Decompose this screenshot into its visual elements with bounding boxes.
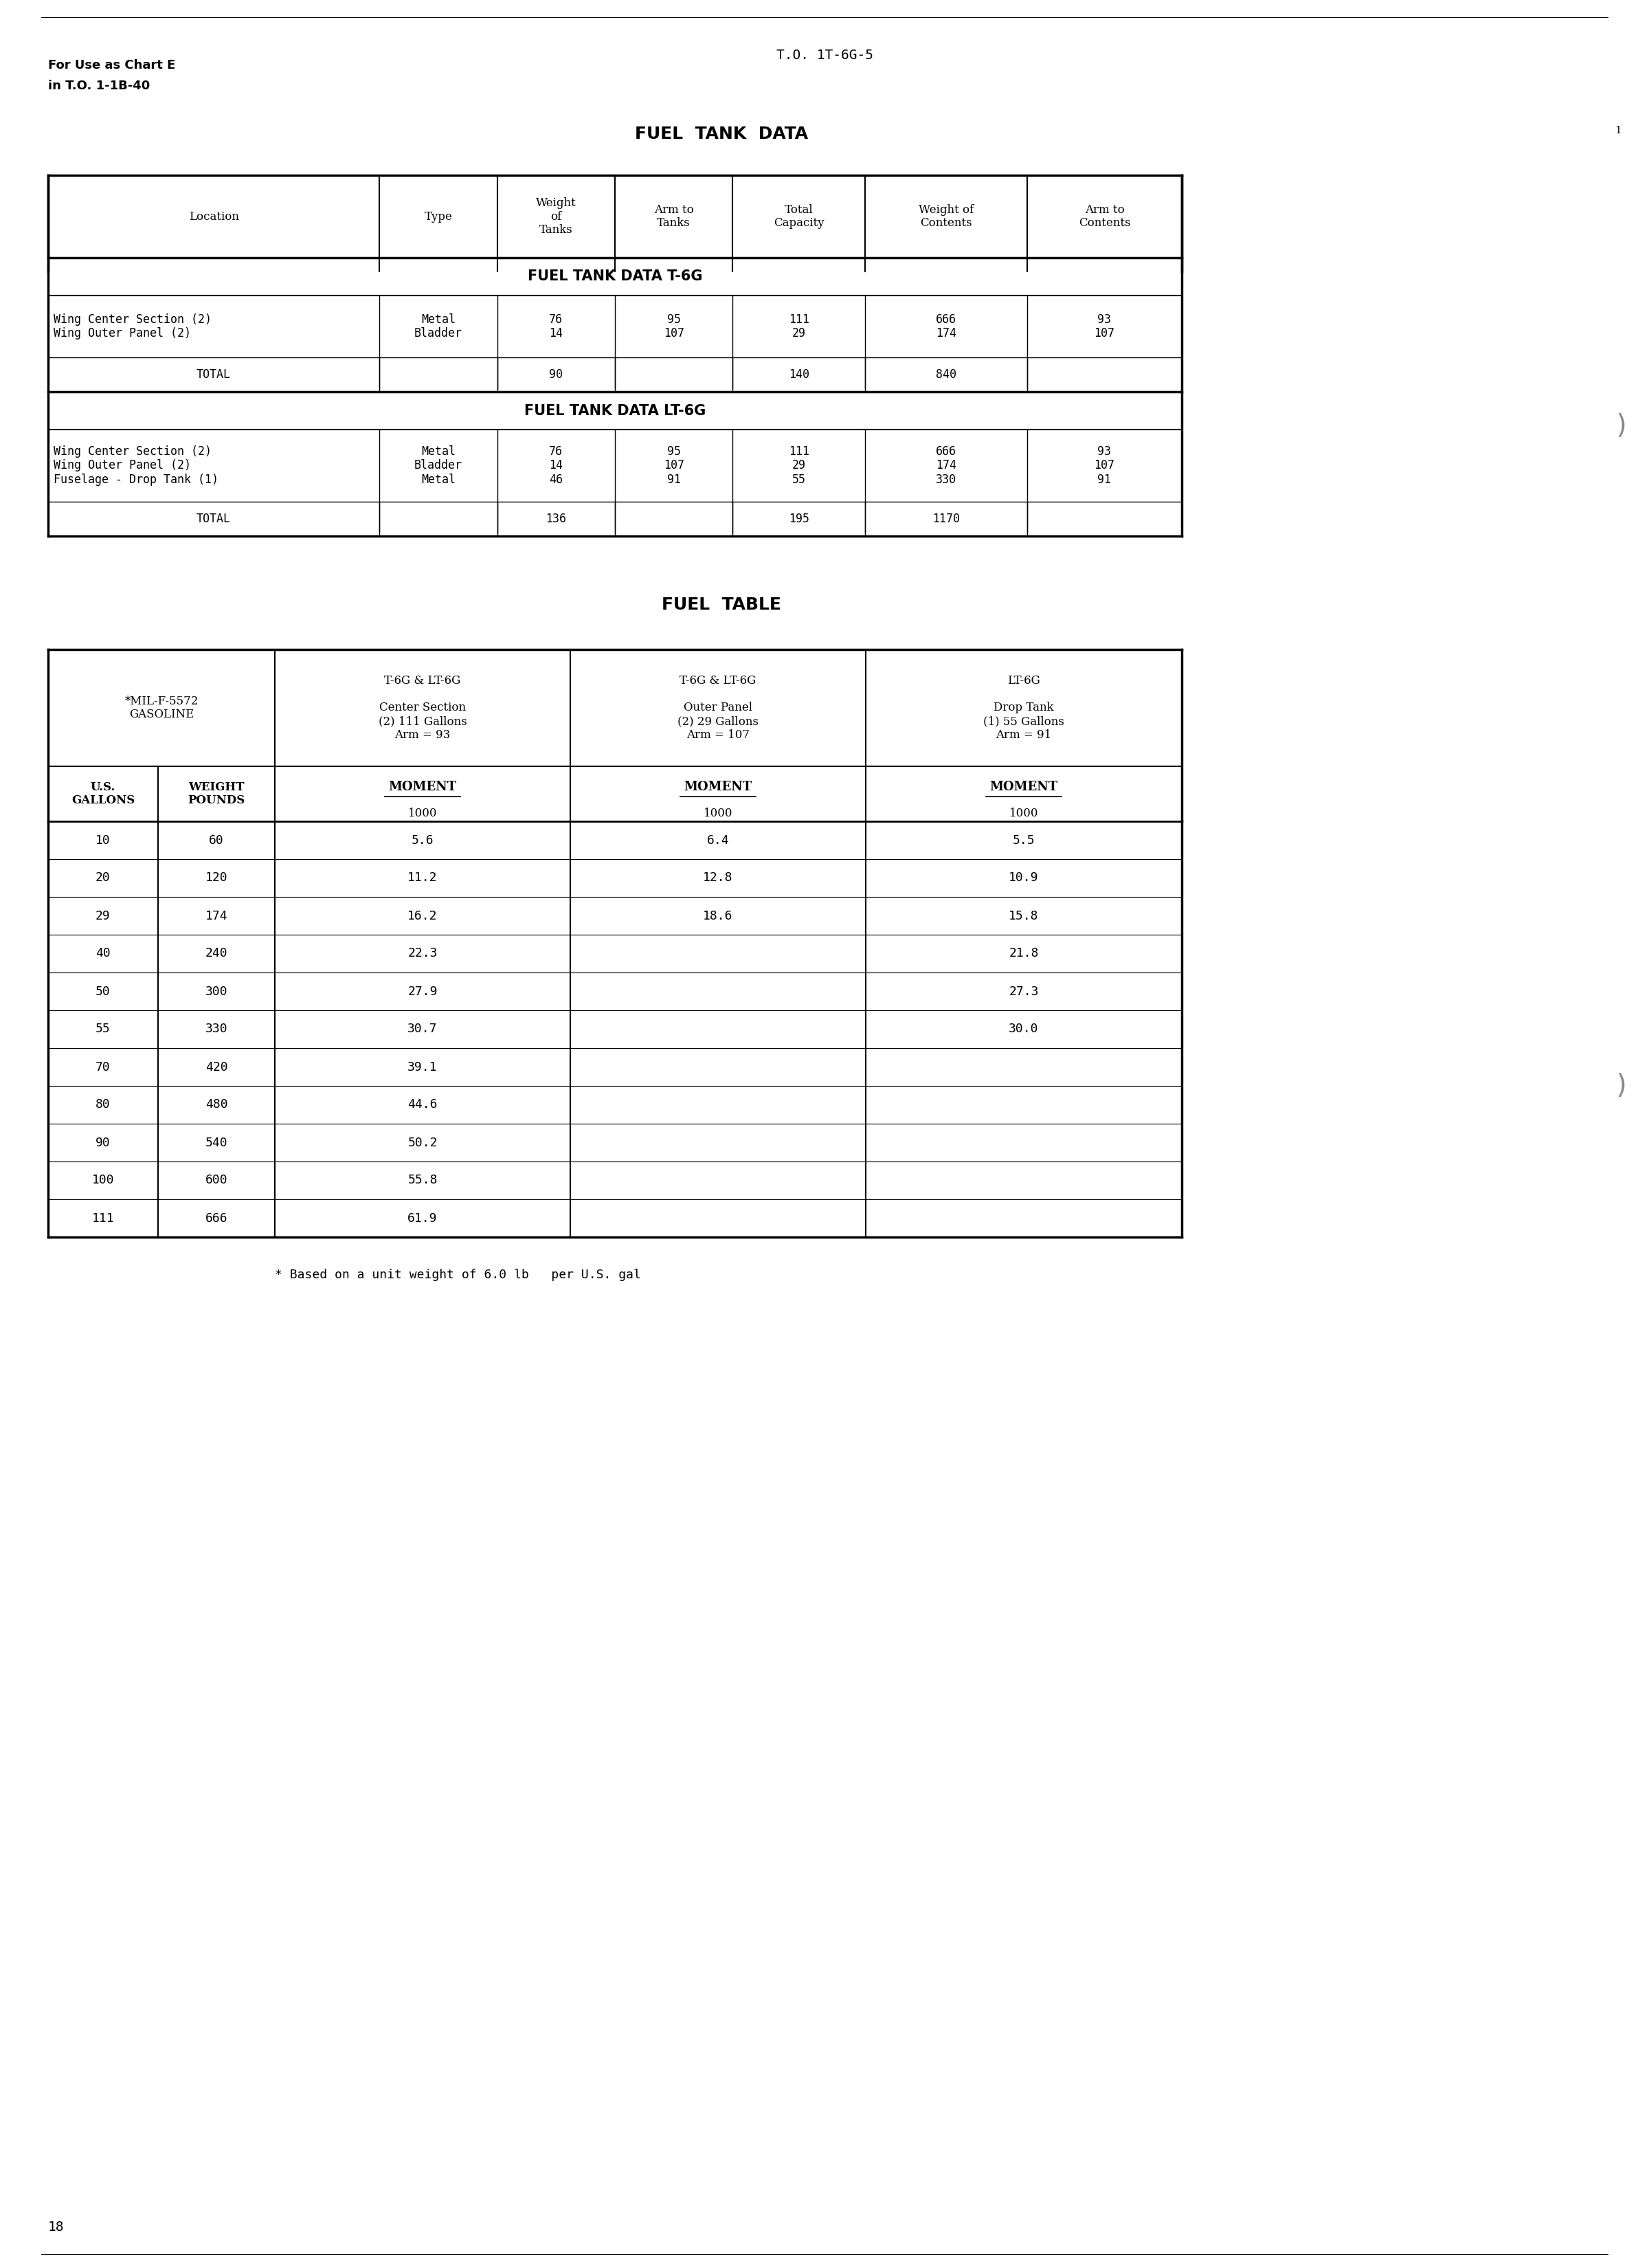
- Text: 140: 140: [788, 367, 810, 381]
- Text: 174: 174: [204, 909, 228, 923]
- Text: TOTAL: TOTAL: [196, 367, 231, 381]
- Text: 540: 540: [204, 1136, 228, 1150]
- Text: MOMENT: MOMENT: [989, 780, 1057, 794]
- Text: 44.6: 44.6: [407, 1098, 437, 1111]
- Text: 15.8: 15.8: [1009, 909, 1039, 923]
- Text: 1000: 1000: [407, 807, 437, 819]
- Text: 1000: 1000: [1009, 807, 1039, 819]
- Text: MOMENT: MOMENT: [684, 780, 752, 794]
- Text: Weight
of
Tanks: Weight of Tanks: [536, 197, 576, 236]
- Text: 330: 330: [204, 1023, 228, 1036]
- Text: For Use as Chart E: For Use as Chart E: [48, 59, 175, 73]
- Text: in T.O. 1-1B-40: in T.O. 1-1B-40: [48, 79, 150, 93]
- Text: 30.7: 30.7: [407, 1023, 437, 1036]
- Text: T-6G & LT-6G

Outer Panel
(2) 29 Gallons
Arm = 107: T-6G & LT-6G Outer Panel (2) 29 Gallons …: [678, 676, 759, 742]
- Text: 1000: 1000: [704, 807, 732, 819]
- Text: 50.2: 50.2: [407, 1136, 437, 1150]
- Text: 12.8: 12.8: [702, 871, 732, 885]
- Text: 420: 420: [204, 1061, 228, 1073]
- Text: Location: Location: [188, 211, 239, 222]
- Text: 600: 600: [204, 1175, 228, 1186]
- Text: *MIL-F-5572
GASOLINE: *MIL-F-5572 GASOLINE: [125, 696, 198, 721]
- Text: 50: 50: [96, 984, 110, 998]
- Text: 120: 120: [204, 871, 228, 885]
- Text: Wing Center Section (2)
Wing Outer Panel (2): Wing Center Section (2) Wing Outer Panel…: [53, 313, 211, 340]
- Text: 195: 195: [788, 513, 810, 526]
- Text: 666: 666: [204, 1211, 228, 1225]
- Text: Weight of
Contents: Weight of Contents: [918, 204, 975, 229]
- Text: 61.9: 61.9: [407, 1211, 437, 1225]
- Text: 76
14: 76 14: [549, 313, 562, 340]
- Text: 1: 1: [1614, 125, 1621, 136]
- Text: ): ): [1613, 413, 1629, 440]
- Text: 90: 90: [96, 1136, 110, 1150]
- Text: 30.0: 30.0: [1009, 1023, 1039, 1036]
- Text: T-6G & LT-6G

Center Section
(2) 111 Gallons
Arm = 93: T-6G & LT-6G Center Section (2) 111 Gall…: [378, 676, 467, 742]
- Text: 666
174
330: 666 174 330: [937, 445, 956, 485]
- Text: 27.3: 27.3: [1009, 984, 1039, 998]
- Text: 95
107
91: 95 107 91: [663, 445, 684, 485]
- Text: 1170: 1170: [932, 513, 960, 526]
- Text: 840: 840: [937, 367, 956, 381]
- Text: 55.8: 55.8: [407, 1175, 437, 1186]
- Text: 55: 55: [96, 1023, 110, 1036]
- Text: Total
Capacity: Total Capacity: [773, 204, 824, 229]
- Text: FUEL TANK DATA T-6G: FUEL TANK DATA T-6G: [528, 270, 702, 284]
- Text: WEIGHT
POUNDS: WEIGHT POUNDS: [188, 780, 246, 807]
- Text: 76
14
46: 76 14 46: [549, 445, 562, 485]
- Text: 93
107
91: 93 107 91: [1095, 445, 1115, 485]
- Text: FUEL TANK DATA LT-6G: FUEL TANK DATA LT-6G: [524, 404, 706, 417]
- Text: MOMENT: MOMENT: [389, 780, 457, 794]
- Text: 5.5: 5.5: [1012, 835, 1036, 846]
- Text: 39.1: 39.1: [407, 1061, 437, 1073]
- Text: 29: 29: [96, 909, 110, 923]
- Text: 666
174: 666 174: [937, 313, 956, 340]
- Text: 10: 10: [96, 835, 110, 846]
- Text: Metal
Bladder: Metal Bladder: [414, 313, 462, 340]
- Text: 240: 240: [204, 948, 228, 959]
- Text: 95
107: 95 107: [663, 313, 684, 340]
- Text: 300: 300: [204, 984, 228, 998]
- Text: 27.9: 27.9: [407, 984, 437, 998]
- Text: 5.6: 5.6: [411, 835, 434, 846]
- Text: FUEL  TANK  DATA: FUEL TANK DATA: [635, 125, 808, 143]
- Text: 40: 40: [96, 948, 110, 959]
- Text: 20: 20: [96, 871, 110, 885]
- Text: T.O. 1T-6G-5: T.O. 1T-6G-5: [777, 48, 872, 61]
- Text: 90: 90: [549, 367, 562, 381]
- Text: 60: 60: [209, 835, 224, 846]
- Text: 21.8: 21.8: [1009, 948, 1039, 959]
- Text: 11.2: 11.2: [407, 871, 437, 885]
- Text: 111
29
55: 111 29 55: [788, 445, 810, 485]
- Text: LT-6G

Drop Tank
(1) 55 Gallons
Arm = 91: LT-6G Drop Tank (1) 55 Gallons Arm = 91: [983, 676, 1064, 742]
- Text: 10.9: 10.9: [1009, 871, 1039, 885]
- Text: 93
107: 93 107: [1095, 313, 1115, 340]
- Text: Arm to
Tanks: Arm to Tanks: [655, 204, 694, 229]
- Text: FUEL  TABLE: FUEL TABLE: [661, 596, 782, 612]
- Text: * Based on a unit weight of 6.0 lb   per U.S. gal: * Based on a unit weight of 6.0 lb per U…: [275, 1268, 641, 1281]
- Text: U.S.
GALLONS: U.S. GALLONS: [71, 780, 135, 807]
- Text: Metal
Bladder
Metal: Metal Bladder Metal: [414, 445, 462, 485]
- Text: TOTAL: TOTAL: [196, 513, 231, 526]
- Text: 111
29: 111 29: [788, 313, 810, 340]
- Text: 111: 111: [92, 1211, 114, 1225]
- Text: 18.6: 18.6: [702, 909, 732, 923]
- Text: Wing Center Section (2)
Wing Outer Panel (2)
Fuselage - Drop Tank (1): Wing Center Section (2) Wing Outer Panel…: [53, 445, 218, 485]
- Text: 80: 80: [96, 1098, 110, 1111]
- Text: 100: 100: [92, 1175, 114, 1186]
- Text: 16.2: 16.2: [407, 909, 437, 923]
- Text: 136: 136: [546, 513, 566, 526]
- Text: 6.4: 6.4: [707, 835, 729, 846]
- Text: 70: 70: [96, 1061, 110, 1073]
- Text: 22.3: 22.3: [407, 948, 437, 959]
- Text: 480: 480: [204, 1098, 228, 1111]
- Text: Type: Type: [424, 211, 452, 222]
- Text: 18: 18: [48, 2220, 64, 2234]
- Text: ): ): [1613, 1073, 1629, 1100]
- Text: Arm to
Contents: Arm to Contents: [1078, 204, 1131, 229]
